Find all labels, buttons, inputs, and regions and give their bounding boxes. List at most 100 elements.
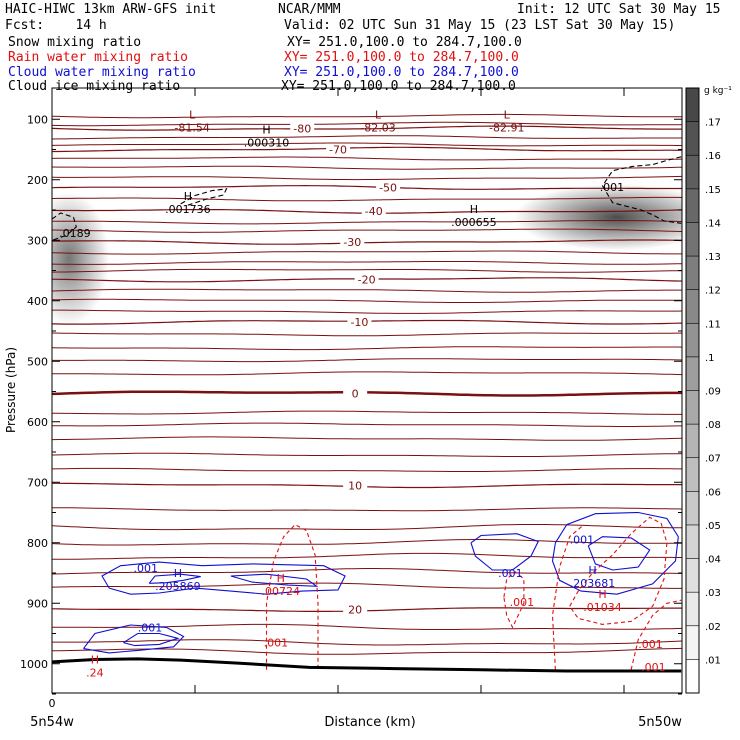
field-cloud-water-name: Cloud water mixing ratio <box>8 65 196 80</box>
forecast-hour: Fcst: 14 h <box>5 18 107 33</box>
temperature-contour <box>52 647 682 655</box>
extremum-letter: L <box>375 108 382 121</box>
field-cloud-ice-xy: XY= 251.0,100.0 to 284.7,100.0 <box>281 79 516 94</box>
colorbar-label: .15 <box>705 185 721 196</box>
cloud-water-contour <box>148 573 201 584</box>
x-start-location: 5n54w <box>30 715 74 730</box>
temperature-label-0: 0 <box>352 387 359 400</box>
colorbar-bin <box>686 222 699 257</box>
y-tick-label: 400 <box>27 295 48 308</box>
temperature-label--30: -30 <box>343 236 361 249</box>
colorbar-label: .07 <box>705 454 721 465</box>
colorbar-bin <box>686 592 699 627</box>
colorbar-bin <box>686 121 699 156</box>
temperature-label--70: -70 <box>329 144 347 157</box>
cloud-ice-contour <box>180 188 228 206</box>
contour-value-label: .001 <box>138 621 163 634</box>
field-snow-xy: XY= 251.0,100.0 to 284.7,100.0 <box>287 35 522 50</box>
temperature-contour <box>52 113 682 119</box>
temperature-label-20: 20 <box>348 603 362 616</box>
temperature-contour--50 <box>52 184 682 190</box>
extremum-letter: H <box>588 564 596 577</box>
temperature-label-bg <box>343 479 368 492</box>
y-axis-title: Pressure (hPa) <box>4 347 18 433</box>
cloud-water-contour <box>551 511 679 595</box>
temperature-contour <box>52 436 682 441</box>
cloud-ice-contour <box>52 212 77 241</box>
colorbar-label: .09 <box>705 387 721 398</box>
x-end-location: 5n50w <box>638 715 682 730</box>
y-tick-label: 200 <box>27 174 48 187</box>
colorbar-bin <box>686 323 699 358</box>
temperature-contour <box>52 410 682 415</box>
temperature-contour <box>52 371 682 376</box>
temperature-label-bg <box>290 122 315 135</box>
extremum-value: .205869 <box>155 580 201 593</box>
y-tick-label: 500 <box>27 355 48 368</box>
valid-time: Valid: 02 UTC Sun 31 May 15 (23 LST Sat … <box>284 18 676 33</box>
temperature-contour <box>52 332 682 337</box>
rain-contour <box>265 523 319 670</box>
field-cloud-ice-name: Cloud ice mixing ratio <box>8 79 181 94</box>
contour-value-label: .001 <box>600 181 625 194</box>
colorbar-label: .16 <box>705 151 721 162</box>
x-axis-title: Distance (km) <box>324 715 415 730</box>
temperature-contour--80 <box>52 125 682 131</box>
temperature-label--20: -20 <box>358 274 376 287</box>
snow-shade-blob <box>52 191 110 325</box>
colorbar-label: .08 <box>705 420 721 431</box>
colorbar-label: .03 <box>705 588 721 599</box>
field-rain-name: Rain water mixing ratio <box>8 50 189 65</box>
colorbar-bin <box>686 390 699 425</box>
y-tick-label: 300 <box>27 234 48 247</box>
temperature-label--10: -10 <box>350 316 368 329</box>
temperature-contour <box>52 422 682 427</box>
extremum-value: .000310 <box>244 137 290 150</box>
colorbar-bin <box>686 256 699 291</box>
colorbar-label: .17 <box>705 118 721 129</box>
extremum-value: -82.91 <box>489 121 524 134</box>
extremum-value: .001736 <box>165 203 211 216</box>
cloud-ice-contour <box>601 156 682 224</box>
plot-frame <box>51 87 683 694</box>
temperature-contour <box>52 358 682 363</box>
temperature-label-bg <box>343 387 368 400</box>
temperature-label--40: -40 <box>365 205 383 218</box>
extremum-value: .01034 <box>583 601 622 614</box>
colorbar-bin <box>686 155 699 190</box>
contour-value-label: .001 <box>498 567 523 580</box>
temperature-contour <box>52 250 682 255</box>
temperature-contour <box>52 196 682 202</box>
x-tick-label: 0 <box>49 697 56 710</box>
temperature-contour--70 <box>52 146 682 153</box>
temperature-contour <box>52 121 682 127</box>
temperature-label-bg <box>354 273 379 286</box>
temperature-label--50: -50 <box>379 182 397 195</box>
field-rain-xy: XY= 251.0,100.0 to 284.7,100.0 <box>284 50 519 65</box>
temperature-label-bg <box>340 236 365 249</box>
colorbar-bin <box>686 625 699 660</box>
colorbar-label: .12 <box>705 286 721 297</box>
center-label: NCAR/MMM <box>278 2 341 17</box>
cloud-water-contour <box>230 573 319 587</box>
temperature-contour <box>52 582 682 589</box>
colorbar-label: .13 <box>705 252 721 263</box>
colorbar-label: .05 <box>705 521 721 532</box>
temperature-label-bg <box>343 603 368 616</box>
colorbar-label: .01 <box>705 655 721 666</box>
temperature-label-bg <box>361 205 386 218</box>
extremum-letter: H <box>91 654 99 667</box>
colorbar-label: .04 <box>705 555 721 566</box>
cloud-water-contour <box>101 561 346 595</box>
colorbar-bin <box>686 491 699 526</box>
extremum-value: .00724 <box>262 585 301 598</box>
temperature-contour <box>52 298 682 303</box>
cloud-water-contour <box>470 533 539 571</box>
y-tick-label: 900 <box>27 597 48 610</box>
cloud-water-contour <box>83 624 185 654</box>
temperature-contour <box>52 288 682 293</box>
extremum-letter: L <box>189 108 196 121</box>
temperature-label-10: 10 <box>348 479 362 492</box>
